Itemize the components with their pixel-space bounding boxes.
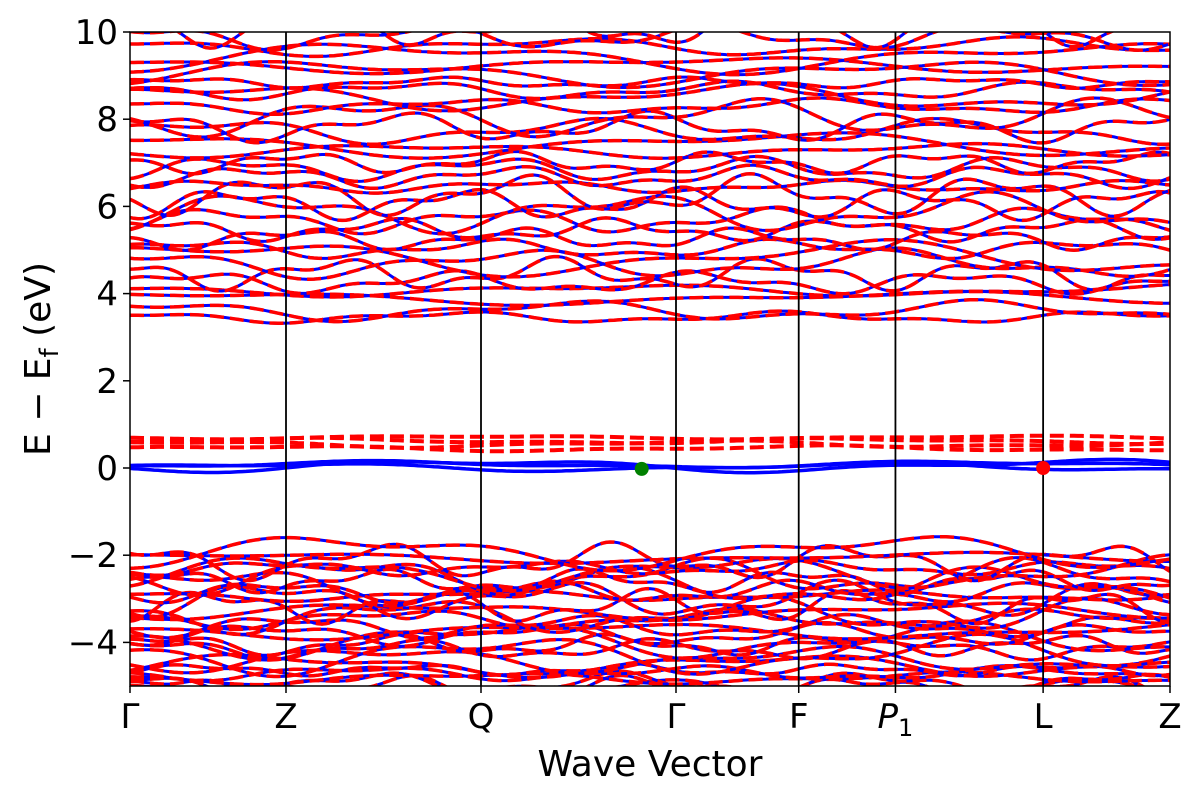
conduction-band-down-0 — [130, 309, 1170, 325]
conduction-band-down-4 — [130, 268, 1170, 296]
valence-band-down-17 — [130, 601, 1170, 622]
valence-band-down-29 — [130, 534, 1170, 573]
y-tick-label-1: −2 — [68, 536, 118, 576]
valence-band-down-2 — [130, 669, 1170, 686]
conduction-band-down-5 — [130, 254, 1170, 293]
conduction-band-down-19 — [130, 141, 1170, 160]
y-tick-label-2: 0 — [96, 449, 118, 489]
conduction-band-down-6 — [130, 246, 1170, 281]
x-tick-label-0: Γ — [121, 697, 140, 737]
conduction-band-down-11 — [130, 205, 1170, 236]
x-tick-label-5: P1 — [878, 697, 914, 742]
conduction-band-down-8 — [130, 237, 1170, 261]
conduction-band-down-15 — [130, 178, 1170, 195]
y-axis-label: E − Ef (eV) — [18, 262, 65, 456]
conduction-band-down-12 — [130, 190, 1170, 236]
conduction-band-down-3 — [130, 282, 1170, 299]
x-tick-label-main: P — [878, 697, 899, 737]
conduction-band-down-26 — [130, 79, 1170, 102]
x-tick-label-6: L — [1034, 697, 1053, 737]
valence-band-down-21 — [130, 578, 1170, 605]
bands-layer — [130, 32, 1170, 686]
band-edge-markers — [634, 461, 1051, 476]
valence-band-down-12 — [130, 620, 1170, 648]
x-axis-label: Wave Vector — [538, 744, 763, 785]
x-tick-label-3: Γ — [667, 697, 686, 737]
conduction-band-down-1 — [130, 297, 1170, 324]
conduction-band-down-31 — [130, 35, 1170, 59]
valence-band-down-18 — [130, 586, 1170, 626]
y-tick-label-5: 6 — [96, 187, 118, 227]
plot-frame — [129, 31, 1171, 687]
x-axis-ticks: Γ Z Q Γ F P1 L Z — [121, 686, 1182, 742]
valence-band-down-9 — [130, 637, 1170, 662]
y-tick-label-7: 10 — [75, 13, 118, 53]
high-symmetry-lines — [285, 32, 1045, 686]
y-tick-label-3: 2 — [96, 362, 118, 402]
conduction-band-down-10 — [130, 216, 1170, 244]
conduction-band-down-30 — [130, 41, 1170, 77]
band-edge-marker-1 — [1036, 461, 1051, 475]
y-axis-label-sub: f — [35, 347, 65, 357]
gap-band-down-3 — [130, 433, 1170, 442]
x-tick-label-1: Z — [274, 697, 297, 737]
y-axis-label-unit: (eV) — [18, 262, 59, 348]
valence-band-down-14 — [130, 612, 1170, 640]
valence-band-down-19 — [130, 578, 1170, 621]
valence-band-down-28 — [130, 550, 1170, 566]
conduction-band-down-18 — [130, 149, 1170, 176]
valence-band-down-22 — [130, 564, 1170, 608]
conduction-band-down-32 — [130, 32, 1170, 52]
valence-band-down-11 — [130, 619, 1170, 662]
conduction-band-down-20 — [130, 131, 1170, 160]
conduction-band-down-13 — [130, 185, 1170, 223]
y-tick-label-4: 4 — [96, 275, 118, 315]
conduction-band-down-9 — [130, 226, 1170, 252]
gap-band-down-0 — [130, 443, 1170, 454]
x-tick-label-7: Z — [1158, 697, 1181, 737]
x-tick-label-4: F — [789, 697, 809, 737]
y-tick-label-0: −4 — [68, 623, 118, 663]
x-tick-label-sub: 1 — [898, 714, 913, 742]
valence-band-down-13 — [130, 622, 1170, 642]
conduction-band-down-21 — [130, 116, 1170, 147]
valence-band-down-20 — [130, 588, 1170, 604]
conduction-band-down-28 — [130, 59, 1170, 90]
valence-band-down-16 — [130, 595, 1170, 637]
y-tick-label-6: 8 — [96, 100, 118, 140]
band-edge-marker-0 — [634, 461, 649, 476]
conduction-band-down-24 — [130, 96, 1170, 117]
conduction-band-down-22 — [130, 109, 1170, 145]
conduction-band-down-27 — [130, 75, 1170, 90]
y-axis-ticks: −4 −2 0 2 4 6 8 10 — [68, 13, 130, 663]
conduction-band-down-16 — [130, 163, 1170, 191]
conduction-band-down-23 — [130, 96, 1170, 139]
x-tick-label-2: Q — [468, 697, 495, 737]
gap-band-up-2 — [130, 457, 1170, 475]
conduction-band-down-33 — [175, 32, 1116, 50]
y-axis-label-main: E − E — [18, 357, 59, 456]
valence-band-down-7 — [130, 644, 1170, 676]
conduction-band-down-7 — [130, 238, 1170, 279]
